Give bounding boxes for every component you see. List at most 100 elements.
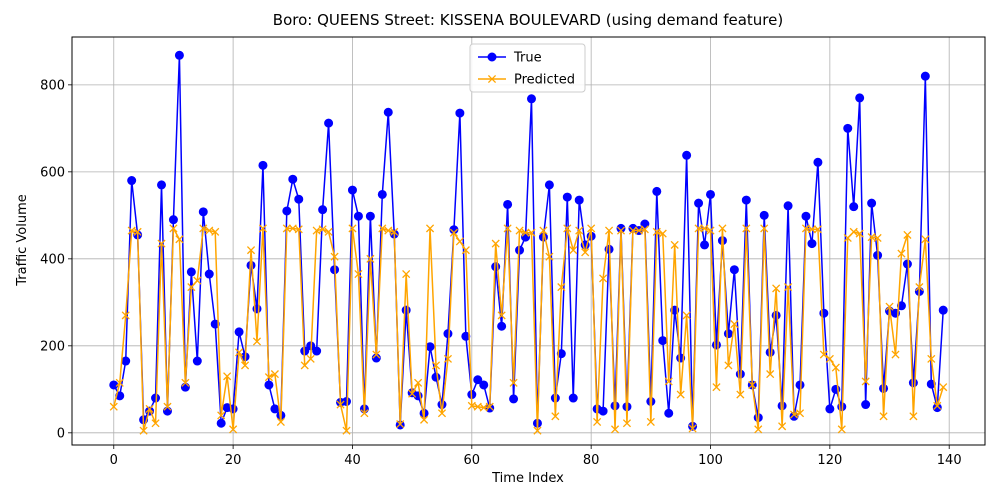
x-tick-label: 20 <box>225 453 242 468</box>
marker-stroke <box>604 226 614 235</box>
marker-stroke <box>652 227 661 236</box>
data-point-predicted <box>927 354 936 363</box>
y-tick-label: 400 <box>40 252 65 267</box>
marker-stroke <box>252 337 262 346</box>
data-point-predicted <box>622 419 632 428</box>
marker-stroke <box>199 224 208 233</box>
data-point-predicted <box>766 370 775 379</box>
data-point-predicted <box>145 404 154 413</box>
data-point-predicted <box>408 389 417 398</box>
data-point-predicted <box>688 424 697 433</box>
data-point-true <box>258 160 268 170</box>
marker-stroke <box>437 409 447 418</box>
x-tick-label: 120 <box>817 453 842 468</box>
data-point-predicted <box>294 225 303 234</box>
x-axis-title: Time Index <box>491 471 564 486</box>
x-tick-label: 140 <box>937 453 962 468</box>
data-point-true <box>365 211 375 221</box>
marker-stroke <box>521 228 530 237</box>
data-point-true <box>658 336 668 346</box>
marker-stroke <box>348 224 357 233</box>
data-point-predicted <box>610 425 620 434</box>
data-point-predicted <box>187 283 196 292</box>
data-point-true <box>765 347 775 357</box>
data-point-predicted <box>706 226 715 235</box>
marker-stroke <box>587 224 596 233</box>
data-point-true <box>443 329 453 339</box>
data-point-predicted <box>939 383 948 392</box>
marker-stroke <box>163 402 172 411</box>
marker-stroke <box>843 233 852 243</box>
data-point-predicted <box>539 226 548 235</box>
data-point-true <box>216 418 226 428</box>
data-point-true <box>377 189 387 199</box>
data-point-predicted <box>157 239 166 248</box>
marker-stroke <box>754 425 763 434</box>
data-point-predicted <box>312 226 321 235</box>
marker-stroke <box>628 226 637 235</box>
marker-stroke <box>258 224 268 233</box>
marker-stroke <box>891 350 900 359</box>
data-point-true <box>861 400 871 410</box>
data-point-predicted <box>306 354 315 363</box>
data-point-predicted <box>151 419 160 428</box>
marker-stroke <box>431 361 441 370</box>
data-point-true <box>902 259 912 269</box>
data-point-predicted <box>390 227 399 236</box>
marker-stroke <box>312 226 321 235</box>
data-point-predicted <box>199 224 208 233</box>
data-point-predicted <box>461 246 470 255</box>
marker-stroke <box>455 237 464 246</box>
x-tick-label: 100 <box>698 453 723 468</box>
marker-stroke <box>324 227 333 236</box>
x-tick-label: 80 <box>583 453 600 468</box>
data-point-predicted <box>491 239 500 248</box>
marker-stroke <box>575 226 584 235</box>
marker-stroke <box>151 419 160 428</box>
data-point-predicted <box>784 283 793 292</box>
series-true <box>109 50 948 431</box>
marker-stroke <box>282 224 291 233</box>
data-point-predicted <box>485 402 494 411</box>
marker-stroke <box>700 224 709 233</box>
marker-stroke <box>778 422 787 431</box>
data-point-true <box>288 174 298 184</box>
data-point-predicted <box>443 354 453 363</box>
marker-stroke <box>306 354 315 363</box>
data-point-predicted <box>819 350 828 359</box>
data-point-predicted <box>712 383 721 392</box>
marker-stroke <box>402 269 411 279</box>
marker-stroke <box>240 361 250 370</box>
data-point-predicted <box>646 417 655 427</box>
marker-stroke <box>485 402 494 411</box>
marker-stroke <box>736 390 745 399</box>
marker-stroke <box>855 229 864 238</box>
marker-stroke <box>366 254 375 263</box>
data-point-true <box>544 180 554 190</box>
data-point-predicted <box>360 409 369 418</box>
marker-stroke <box>873 233 882 243</box>
data-point-predicted <box>515 226 524 235</box>
legend-label: Predicted <box>514 73 575 88</box>
data-point-predicted <box>634 226 643 235</box>
data-point-predicted <box>760 224 769 233</box>
data-point-predicted <box>109 402 118 411</box>
data-point-predicted <box>670 240 679 249</box>
marker-stroke <box>169 224 178 233</box>
y-tick-label: 0 <box>57 426 65 441</box>
data-point-predicted <box>563 224 572 233</box>
data-point-predicted <box>217 411 226 420</box>
data-point-predicted <box>658 229 667 238</box>
marker-stroke <box>634 226 643 235</box>
data-point-true <box>556 349 566 359</box>
data-point-true <box>157 180 167 190</box>
marker-stroke <box>939 383 948 392</box>
marker-stroke <box>742 224 751 233</box>
data-point-predicted <box>235 348 244 357</box>
y-tick-label: 800 <box>40 78 65 93</box>
data-point-predicted <box>754 425 763 434</box>
marker-stroke <box>849 227 858 236</box>
data-point-true <box>867 198 877 208</box>
marker-stroke <box>795 409 805 418</box>
